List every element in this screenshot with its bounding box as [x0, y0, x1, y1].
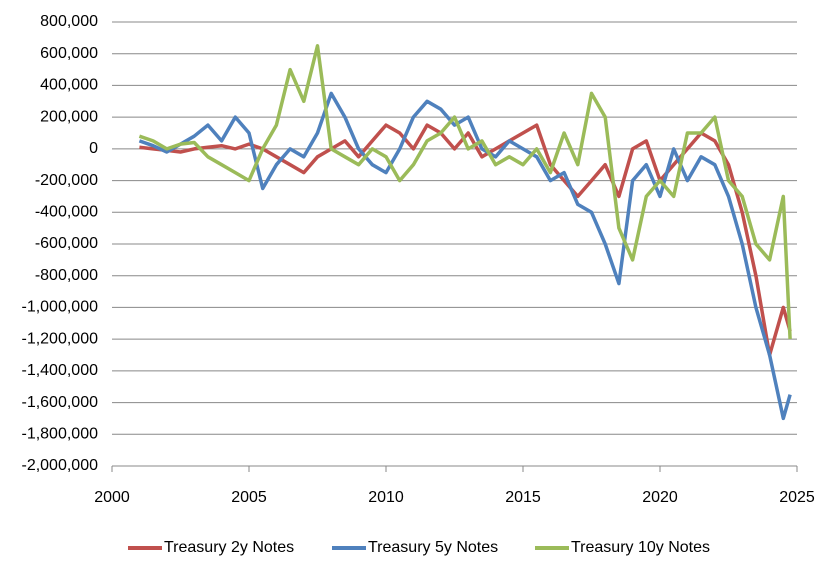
y-tick-label: -1,200,000 [21, 330, 98, 347]
y-tick-label: -1,800,000 [21, 426, 98, 443]
y-tick-label: 800,000 [40, 13, 98, 30]
y-tick-label: -800,000 [35, 267, 98, 284]
y-tick-label: 400,000 [40, 77, 98, 94]
series-line [138, 44, 792, 340]
y-tick-label: 600,000 [40, 45, 98, 62]
y-tick-label: -1,400,000 [21, 362, 98, 379]
x-tick-label: 2010 [368, 489, 404, 506]
y-tick-label: 0 [89, 140, 98, 157]
series-line [139, 123, 792, 357]
x-tick-label: 2020 [642, 489, 678, 506]
y-tick-label: -1,600,000 [21, 394, 98, 411]
y-tick-label: -2,000,000 [21, 457, 98, 474]
y-tick-label: -600,000 [35, 235, 98, 252]
legend-label: Treasury 5y Notes [368, 539, 498, 556]
legend-label: Treasury 2y Notes [164, 539, 294, 556]
x-tick-label: 2015 [505, 489, 541, 506]
y-tick-label: -400,000 [35, 204, 98, 221]
x-tick-label: 2025 [779, 489, 815, 506]
x-tick-label: 2005 [231, 489, 267, 506]
y-tick-label: 200,000 [40, 108, 98, 125]
y-tick-label: -1,000,000 [21, 299, 98, 316]
y-tick-label: -200,000 [35, 172, 98, 189]
legend-label: Treasury 10y Notes [571, 539, 710, 556]
x-tick-label: 2000 [94, 489, 130, 506]
series-line [138, 91, 792, 421]
